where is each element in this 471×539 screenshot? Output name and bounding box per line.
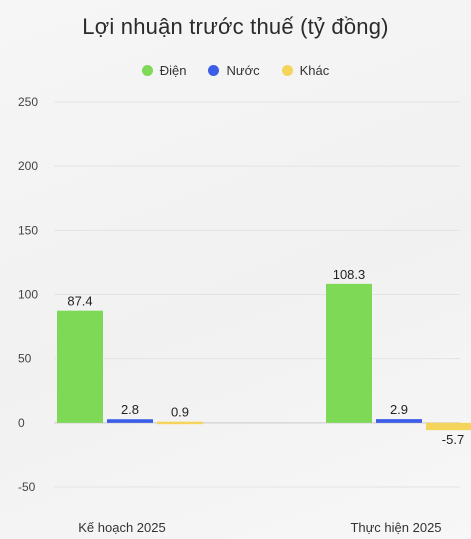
bar-khac — [157, 421, 203, 425]
legend-item-khac[interactable]: Khác — [281, 63, 330, 78]
legend-item-nuoc[interactable]: Nước — [208, 63, 260, 78]
y-tick-label: 200 — [18, 159, 38, 173]
data-label: -5.7 — [442, 432, 464, 447]
legend-label-khac: Khác — [299, 63, 330, 78]
bar-khac — [426, 422, 471, 431]
data-label: 0.9 — [171, 405, 189, 420]
y-tick-label: 100 — [18, 288, 38, 302]
bar-dien — [57, 310, 103, 423]
legend-swatch-dien — [141, 65, 153, 76]
legend-label-nuoc: Nước — [226, 63, 260, 78]
data-label: 2.9 — [390, 402, 408, 417]
legend-label-dien: Điện — [159, 63, 187, 78]
legend-swatch-nuoc — [208, 65, 220, 76]
y-tick-label: 250 — [18, 95, 38, 109]
chart-legend: Điện Nước Khác — [0, 63, 471, 78]
data-label: 108.3 — [333, 267, 366, 282]
y-tick-label: 0 — [18, 416, 25, 430]
y-tick-label: 50 — [18, 352, 32, 366]
data-label: 2.8 — [121, 402, 139, 417]
data-label: 87.4 — [67, 294, 92, 309]
y-tick-label: -50 — [18, 480, 36, 494]
legend-item-dien[interactable]: Điện — [141, 63, 187, 78]
y-tick-label: 150 — [18, 223, 38, 237]
x-tick-label: Kế hoạch 2025 — [78, 520, 165, 535]
bar-nuoc — [376, 419, 422, 423]
legend-swatch-khac — [281, 65, 293, 76]
bar-nuoc — [107, 419, 153, 423]
bar-dien — [326, 283, 372, 423]
chart-title: Lợi nhuận trước thuế (tỷ đồng) — [82, 14, 389, 39]
x-tick-label: Thực hiện 2025 — [350, 520, 441, 535]
